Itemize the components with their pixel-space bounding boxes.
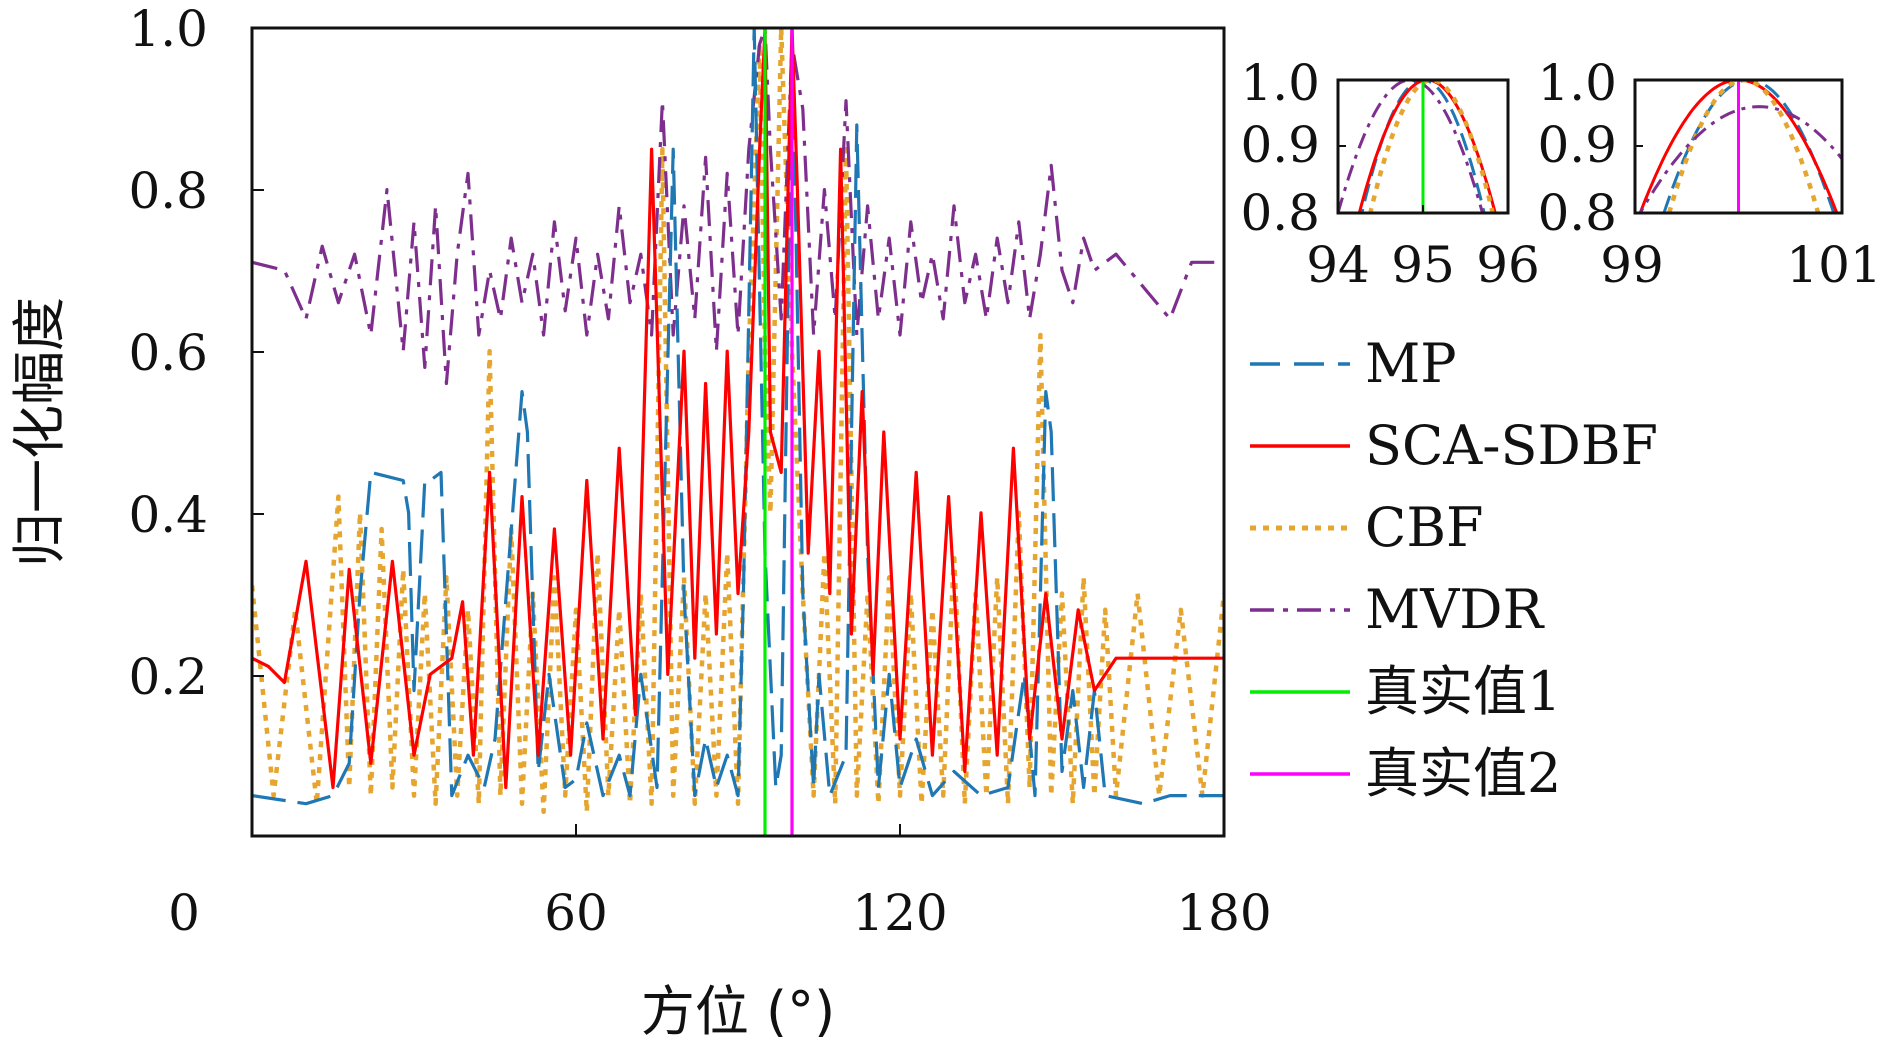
y-axis: 0.2 0.4 0.6 0.8 1.0 bbox=[128, 0, 264, 706]
inset-1-y-tick: 0.9 bbox=[1240, 116, 1320, 174]
inset-1-y-tick: 1.0 bbox=[1240, 54, 1320, 112]
legend-label: CBF bbox=[1365, 496, 1483, 559]
inset-2-x-tick: 99 bbox=[1600, 236, 1664, 294]
inset-2-series bbox=[1638, 80, 1842, 213]
series-line-CBF bbox=[252, 28, 1224, 815]
x-tick-label: 120 bbox=[852, 884, 947, 942]
y-axis-title: 归一化幅度 bbox=[8, 297, 71, 567]
inset-1-x-tick: 96 bbox=[1476, 236, 1540, 294]
y-tick-label: 0.2 bbox=[128, 648, 208, 706]
inset-plot-1: 1.0 0.9 0.8 94 95 96 bbox=[1240, 54, 1540, 294]
series-line-MP bbox=[252, 28, 1224, 806]
y-tick-label: 0.6 bbox=[128, 324, 208, 382]
x-tick-label: 0 bbox=[168, 884, 200, 942]
legend-label: 真实值1 bbox=[1365, 660, 1561, 723]
inset-1-y-tick: 0.8 bbox=[1240, 184, 1320, 242]
inset-series-line-MP bbox=[1662, 80, 1836, 213]
inset-series-line-MP bbox=[1360, 80, 1486, 213]
legend-label: MVDR bbox=[1365, 578, 1545, 641]
inset-1-x-tick: 94 bbox=[1306, 236, 1370, 294]
y-tick-label: 0.8 bbox=[128, 162, 208, 220]
legend: MP SCA-SDBF CBF MVDR 真实值1 真实值2 bbox=[1250, 332, 1658, 805]
inset-series-line-SCA-SDBF bbox=[1638, 80, 1839, 213]
series-line-MVDR bbox=[252, 28, 1224, 386]
x-tick-label: 180 bbox=[1176, 884, 1271, 942]
x-axis-title: 方位 (°) bbox=[641, 980, 835, 1043]
legend-label: 真实值2 bbox=[1365, 742, 1561, 805]
inset-plot-2: 1.0 0.9 0.8 99 101 bbox=[1537, 54, 1881, 294]
inset-1-series bbox=[1338, 80, 1497, 213]
series-line-SCA-SDBF bbox=[252, 28, 1224, 790]
y-tick-label: 1.0 bbox=[128, 0, 208, 58]
inset-2-y-tick: 0.8 bbox=[1537, 184, 1617, 242]
inset-1-x-tick: 95 bbox=[1391, 236, 1455, 294]
x-tick-label: 60 bbox=[544, 884, 608, 942]
legend-label: SCA-SDBF bbox=[1365, 414, 1658, 477]
legend-label: MP bbox=[1365, 332, 1457, 395]
x-axis: 0 60 120 180 bbox=[168, 824, 1272, 942]
main-plot-series bbox=[252, 28, 1224, 836]
y-tick-label: 0.4 bbox=[128, 486, 208, 544]
inset-2-y-tick: 1.0 bbox=[1537, 54, 1617, 112]
inset-series-line-MVDR bbox=[1638, 105, 1842, 213]
inset-2-x-tick: 101 bbox=[1786, 236, 1881, 294]
main-plot-frame bbox=[250, 26, 1226, 838]
inset-2-y-tick: 0.9 bbox=[1537, 116, 1617, 174]
